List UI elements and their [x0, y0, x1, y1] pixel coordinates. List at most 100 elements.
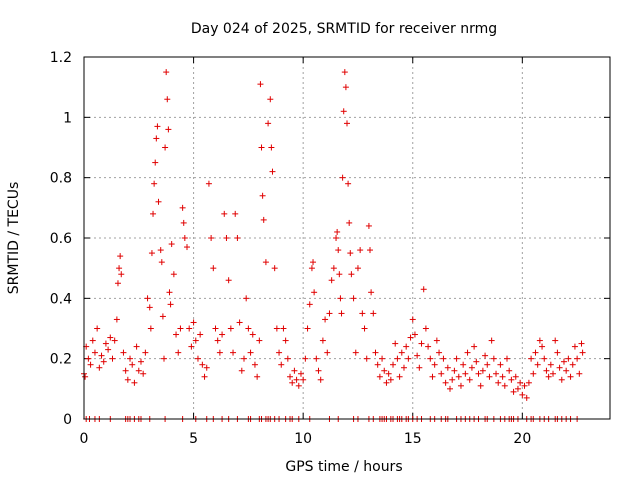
data-point: [91, 349, 98, 356]
data-point: [140, 370, 147, 377]
data-point: [348, 271, 355, 278]
data-point: [337, 295, 344, 302]
data-point: [135, 367, 142, 374]
data-point: [194, 355, 201, 362]
data-point: [280, 325, 287, 332]
data-point: [560, 358, 567, 365]
data-point: [578, 340, 585, 347]
data-point: [154, 123, 161, 130]
data-point: [116, 265, 123, 272]
data-point: [440, 355, 447, 362]
data-point: [447, 385, 454, 392]
data-point: [127, 355, 134, 362]
data-point: [197, 331, 204, 338]
data-point: [300, 376, 307, 383]
data-point: [216, 349, 223, 356]
data-point: [87, 361, 94, 368]
data-point: [223, 235, 230, 241]
data-point: [390, 361, 397, 368]
x-tick-label: 20: [513, 431, 531, 447]
data-point: [517, 379, 524, 386]
data-point: [436, 349, 443, 356]
data-point: [532, 349, 539, 356]
data-point: [381, 367, 388, 374]
data-point: [409, 316, 416, 323]
data-point: [339, 174, 346, 181]
data-point: [383, 379, 390, 386]
data-point: [545, 373, 552, 380]
data-point: [245, 325, 252, 332]
data-point: [105, 346, 112, 353]
plot-frame: [83, 56, 611, 420]
data-point: [407, 334, 414, 341]
data-point: [317, 376, 324, 383]
data-point: [438, 370, 445, 377]
data-point: [514, 385, 521, 392]
data-point: [129, 361, 136, 368]
data-point: [512, 373, 519, 380]
data-point: [497, 361, 504, 368]
data-point: [151, 180, 158, 187]
data-point: [468, 364, 475, 371]
data-point: [556, 364, 563, 371]
data-point: [153, 135, 160, 142]
data-point: [89, 337, 96, 344]
data-point: [405, 355, 412, 362]
data-point: [363, 355, 370, 362]
data-point: [276, 349, 283, 356]
data-point: [521, 382, 528, 389]
data-point: [199, 361, 206, 368]
data-point: [249, 331, 256, 338]
data-point: [137, 358, 144, 365]
chart-title: Day 024 of 2025, SRMTID for receiver nrm…: [191, 21, 497, 37]
data-point: [102, 340, 109, 347]
data-point: [82, 373, 89, 380]
y-tick-label: 1.2: [50, 50, 72, 66]
data-point: [361, 325, 368, 332]
data-point: [109, 355, 116, 362]
data-point: [201, 373, 208, 380]
data-point: [164, 96, 171, 103]
data-point: [210, 265, 217, 272]
data-point: [315, 367, 322, 374]
data-point: [350, 295, 357, 302]
data-point: [536, 337, 543, 344]
data-point: [180, 219, 187, 226]
data-point: [122, 367, 129, 374]
data-point: [326, 310, 333, 317]
data-point: [133, 343, 140, 350]
data-point: [530, 370, 537, 377]
data-point: [100, 358, 107, 365]
data-point: [484, 361, 491, 368]
data-point: [98, 352, 105, 359]
data-point: [167, 301, 174, 308]
data-point: [114, 280, 121, 287]
data-point: [490, 355, 497, 362]
data-point: [232, 210, 239, 217]
data-point: [346, 219, 353, 226]
data-point: [357, 247, 364, 254]
data-point: [257, 81, 264, 88]
data-point: [267, 96, 274, 103]
data-point: [262, 259, 269, 266]
data-point: [150, 210, 157, 217]
data-point: [552, 337, 559, 344]
data-point: [541, 355, 548, 362]
data-point: [510, 388, 517, 395]
data-point: [168, 241, 175, 248]
data-point: [208, 235, 215, 241]
data-point: [550, 370, 557, 377]
data-point: [328, 277, 335, 284]
x-tick-label: 10: [294, 431, 312, 447]
data-point: [234, 235, 241, 241]
data-point: [268, 144, 275, 151]
data-point: [289, 379, 296, 386]
data-point: [212, 325, 219, 332]
data-point: [302, 355, 309, 362]
data-point: [225, 277, 232, 284]
data-point: [163, 69, 170, 76]
data-point: [493, 370, 500, 377]
data-point: [336, 271, 343, 278]
data-point: [567, 373, 574, 380]
data-point: [495, 379, 502, 386]
